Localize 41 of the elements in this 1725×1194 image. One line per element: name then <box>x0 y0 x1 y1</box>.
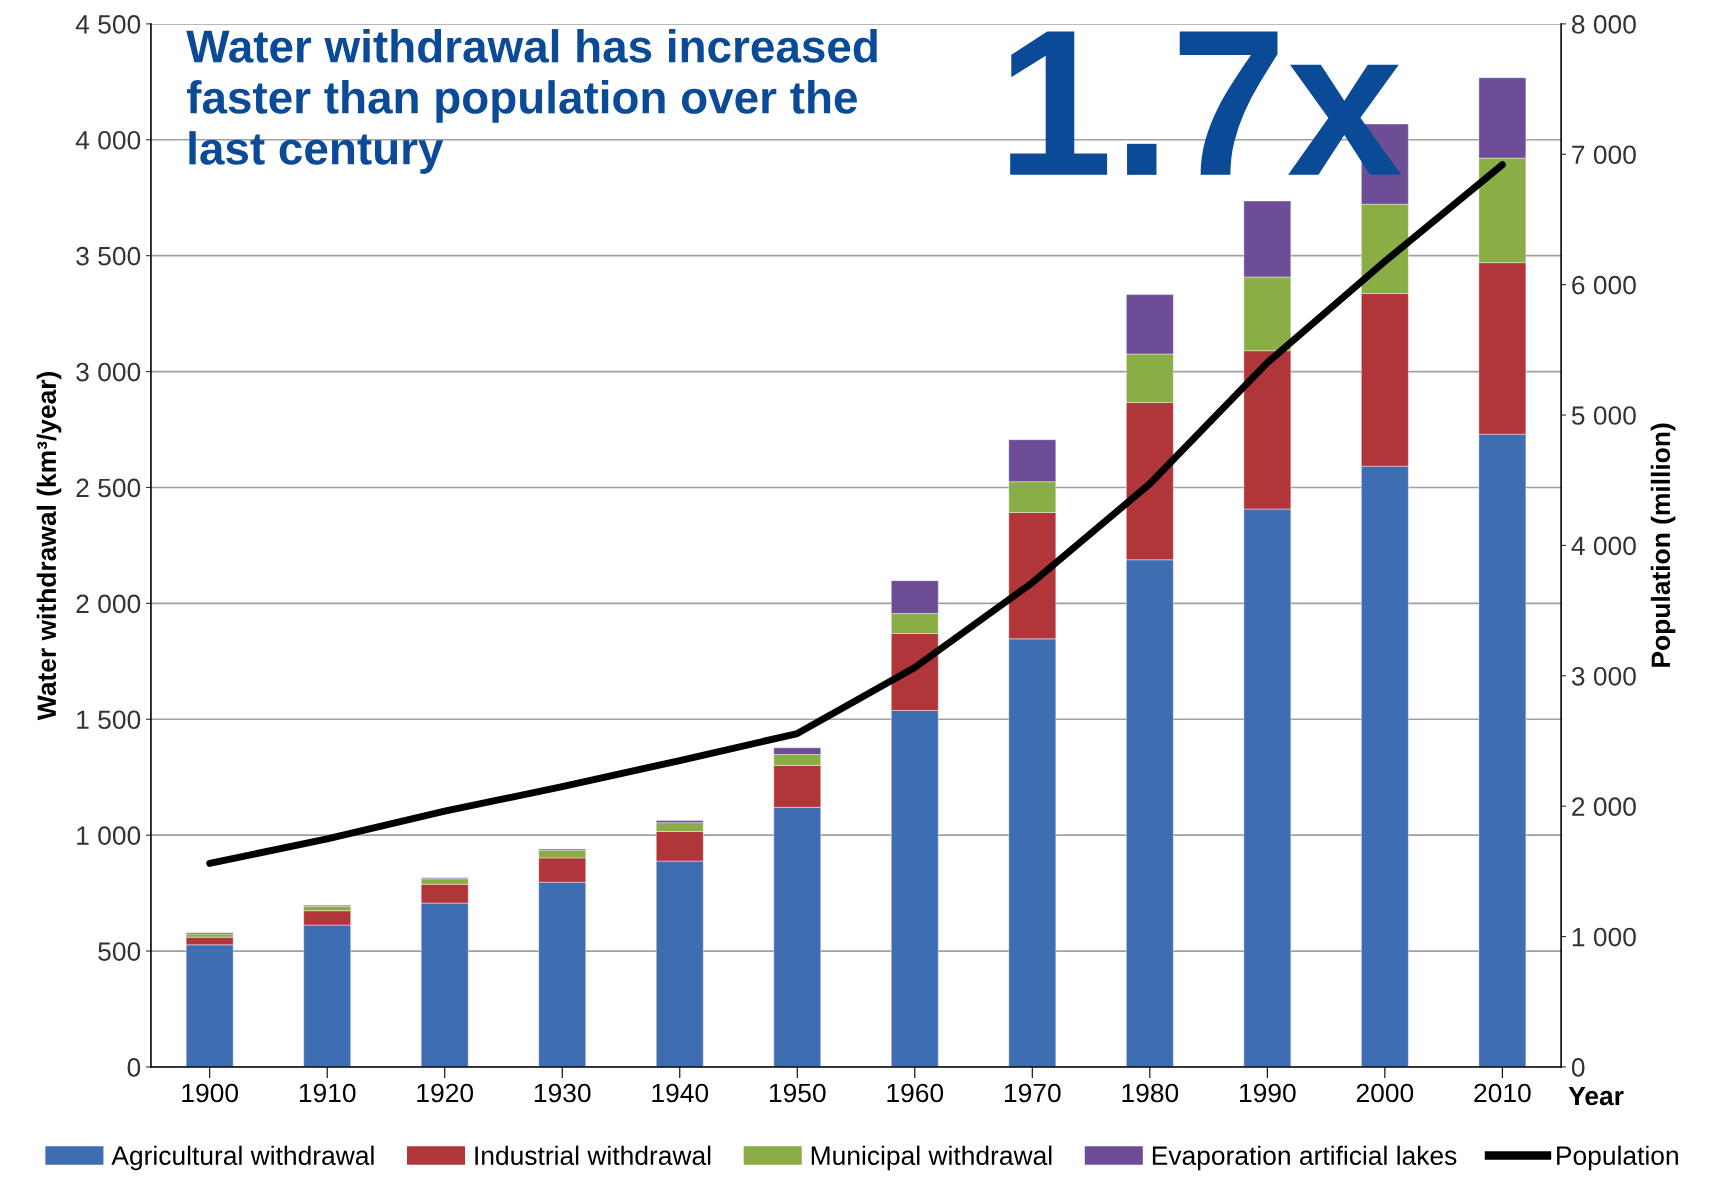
y-tick-label: 0 <box>127 1058 141 1077</box>
x-tick-label: 1970 <box>1004 1083 1061 1103</box>
x-tick-label: 1910 <box>299 1083 356 1103</box>
x-tick-label: 1920 <box>417 1083 474 1103</box>
legend-label: Agricultural withdrawal <box>111 1145 374 1171</box>
x-tick-label: 1940 <box>652 1083 709 1103</box>
y2-tick-label: 8 000 <box>1571 15 1636 34</box>
x-tick-label: 1980 <box>1122 1083 1179 1103</box>
legend-label: Industrial withdrawal <box>475 1145 711 1166</box>
x-axis-title: Year <box>1568 1086 1624 1106</box>
y-tick-label: 1 000 <box>77 826 141 845</box>
y-tick-label: 4 500 <box>75 15 141 34</box>
x-tick-label: 1900 <box>182 1083 239 1103</box>
y-tick-label: 1 500 <box>77 710 141 730</box>
y2-tick-label: 1 000 <box>1572 927 1636 947</box>
y2-tick-label: 4 000 <box>1571 536 1636 556</box>
y2-tick-label: 0 <box>1571 1058 1585 1077</box>
y2-tick-label: 3 000 <box>1571 666 1636 686</box>
y-tick-label: 3 500 <box>76 246 141 266</box>
text: Water withdrawal has increased faster than population over the last century <box>186 29 877 174</box>
x-tick-label: 1930 <box>534 1083 591 1103</box>
y2-tick-label: 2 000 <box>1572 797 1636 817</box>
y2-tick-label: 5 000 <box>1571 406 1636 425</box>
y2-axis-title: Population (million) <box>1650 423 1676 667</box>
y-tick-label: 500 <box>98 942 141 961</box>
y-tick-label: 3 000 <box>76 362 141 382</box>
annotation: 1.7x <box>1010 31 1402 175</box>
y2-tick-label: 6 000 <box>1572 275 1636 295</box>
x-tick-label: 1950 <box>769 1083 826 1103</box>
y-tick-label: 2 500 <box>76 478 141 498</box>
x-tick-label: 2010 <box>1474 1083 1531 1103</box>
legend-label: Population <box>1557 1145 1678 1171</box>
legend-label: Evaporation artificial lakes <box>1152 1145 1457 1171</box>
x-tick-label: 1990 <box>1240 1083 1296 1103</box>
x-tick-label: 1960 <box>887 1083 944 1103</box>
y2-tick-label: 7 000 <box>1572 145 1636 165</box>
y-tick-label: 4 000 <box>75 130 141 150</box>
legend-label: Municipal withdrawal <box>811 1145 1052 1171</box>
y-axis-title: Water withdrawal (km³/year) <box>36 371 62 721</box>
x-tick-label: 2000 <box>1356 1083 1414 1103</box>
y-tick-label: 2 000 <box>76 594 141 614</box>
